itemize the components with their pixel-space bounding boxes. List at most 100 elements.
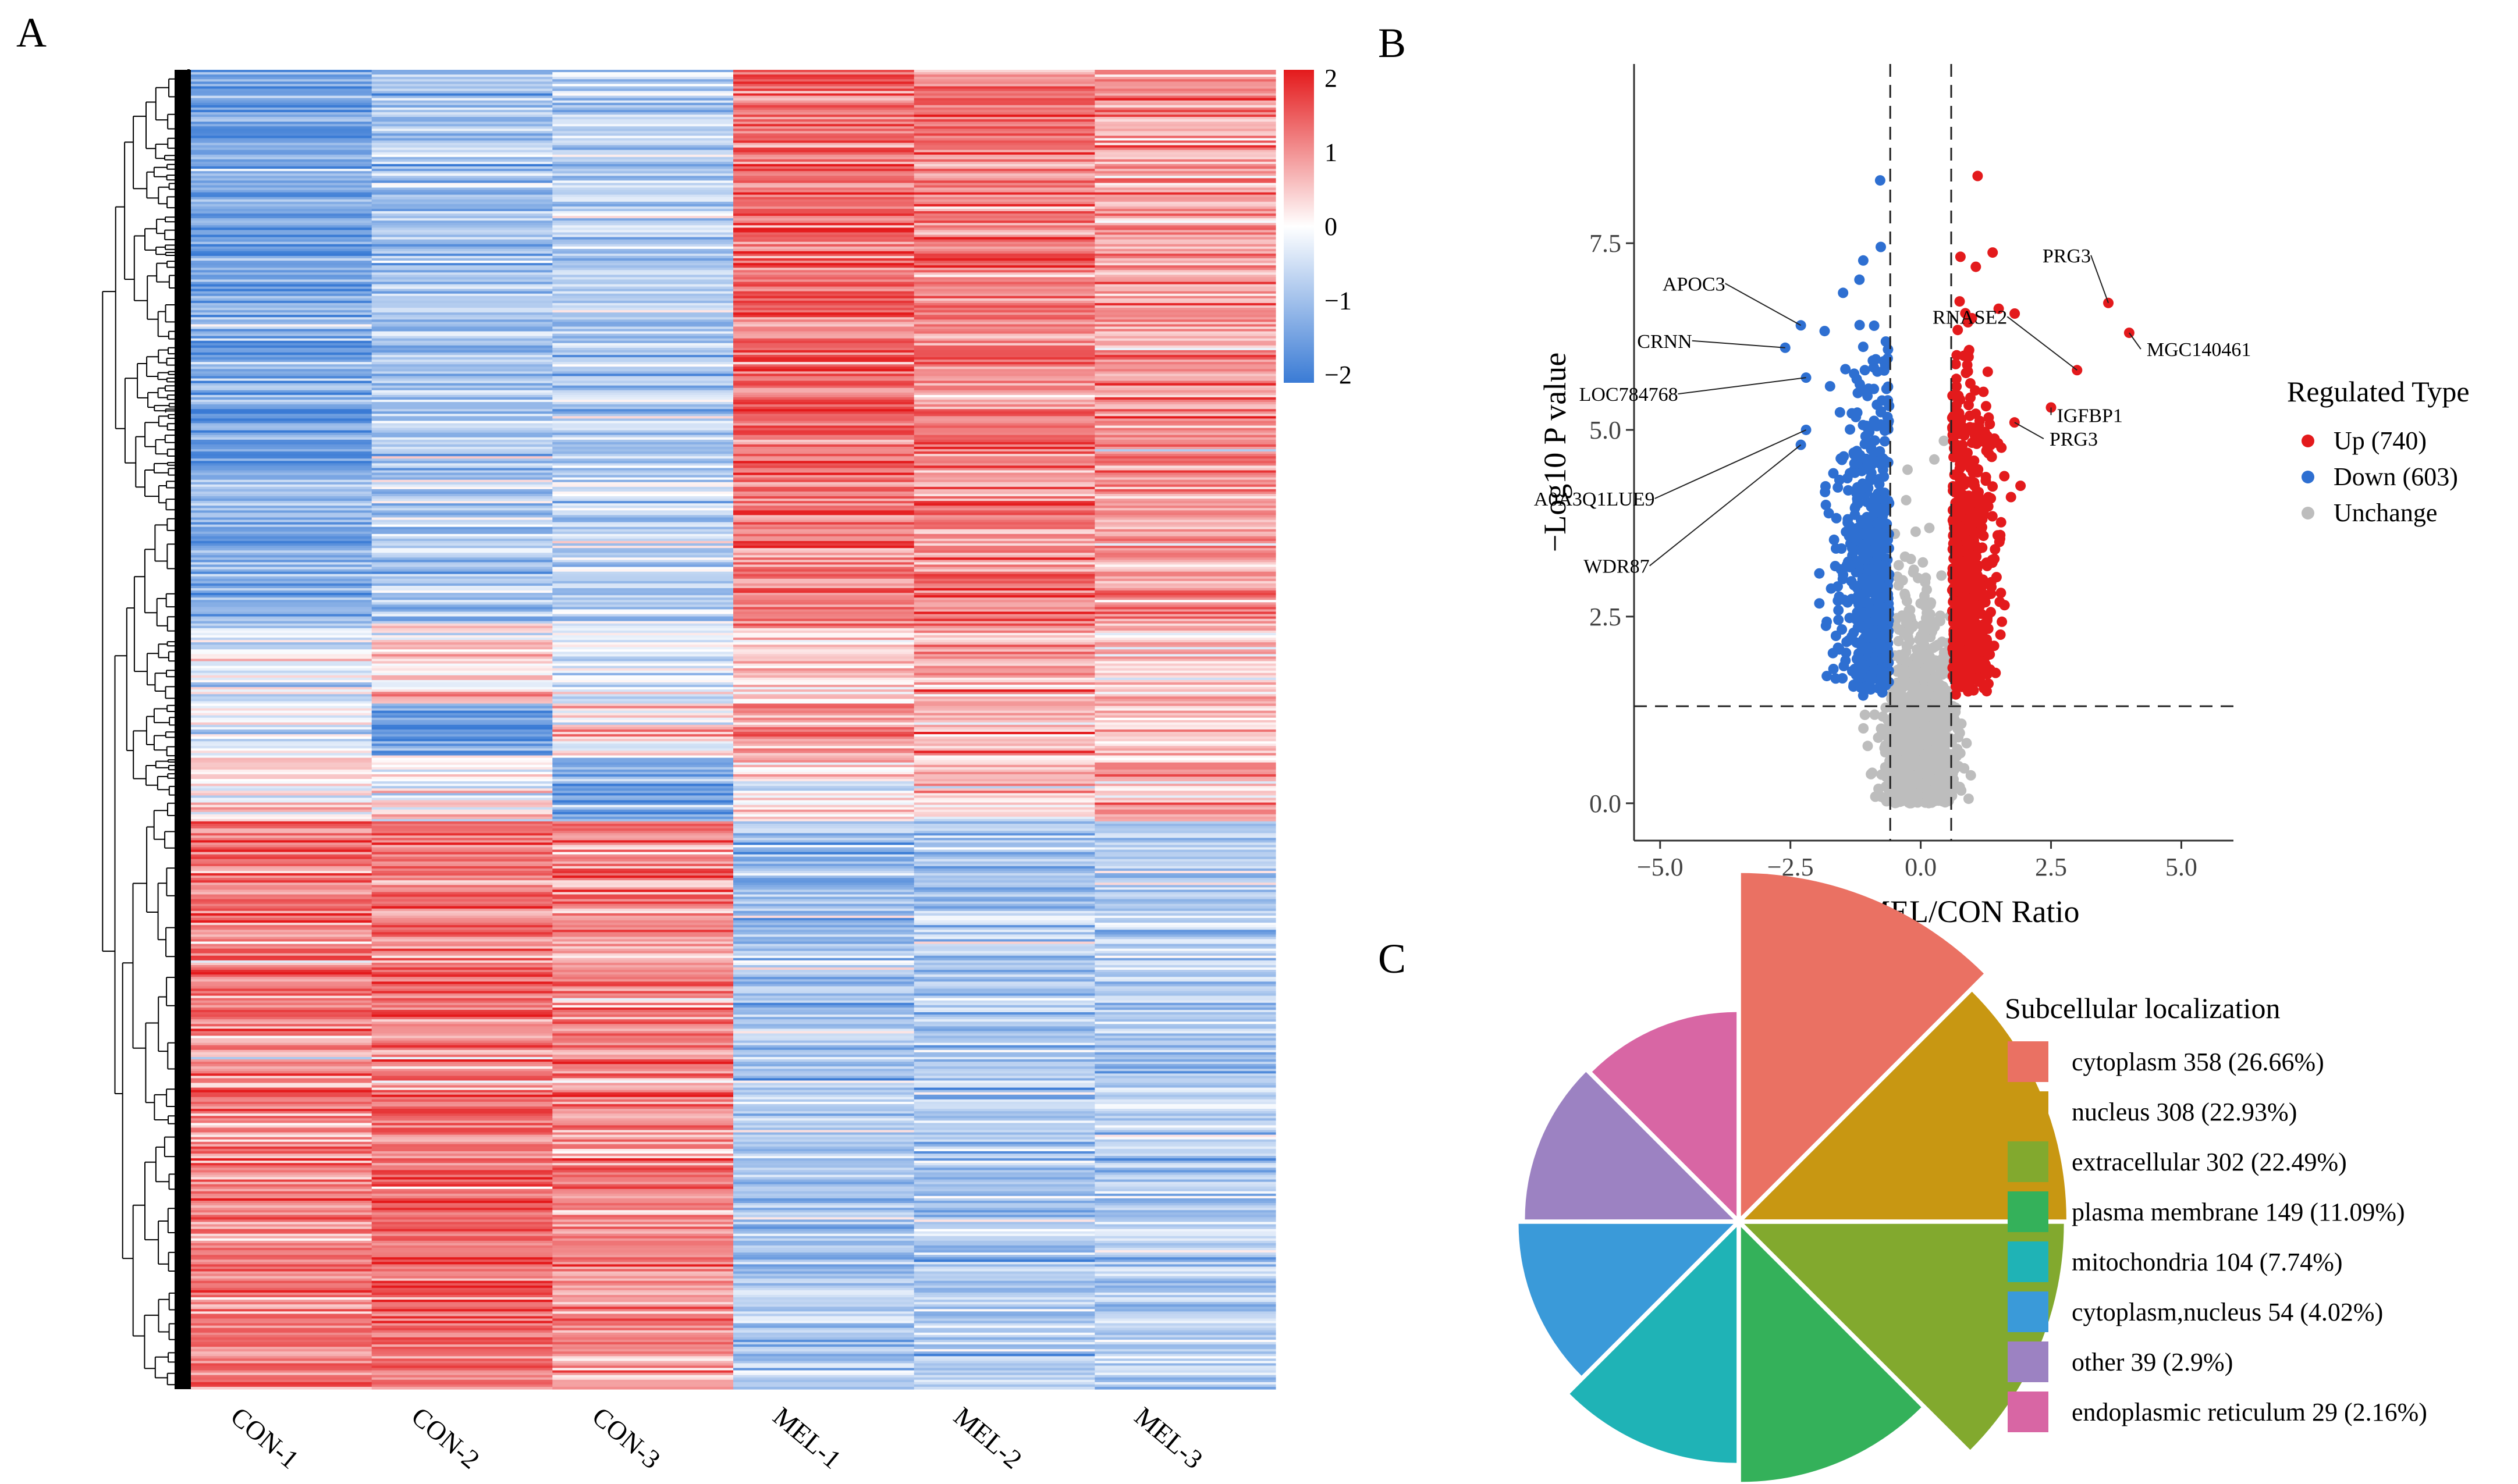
heatmap-cell: [733, 588, 915, 591]
heatmap-cell: [733, 632, 915, 636]
heatmap-cell: [733, 791, 915, 793]
heatmap-cell: [733, 131, 915, 134]
heatmap-cell: [1095, 706, 1276, 709]
heatmap-cell: [552, 1161, 734, 1163]
heatmap-cell: [552, 524, 734, 528]
heatmap-cell: [191, 623, 372, 627]
heatmap-cell: [371, 1186, 553, 1190]
heatmap-cell: [1095, 632, 1276, 636]
heatmap-cell: [1095, 88, 1276, 92]
heatmap-cell: [191, 842, 372, 846]
heatmap-cell: [1095, 1052, 1276, 1055]
heatmap-cell: [552, 265, 734, 268]
heatmap-cell: [371, 152, 553, 155]
heatmap-cell: [552, 859, 734, 862]
heatmap-cell: [552, 611, 734, 615]
heatmap-cell: [1095, 1219, 1276, 1223]
heatmap-cell: [552, 187, 734, 191]
heatmap-cell: [371, 611, 553, 615]
heatmap-cell: [914, 1064, 1095, 1067]
heatmap-cell: [1095, 581, 1276, 584]
heatmap-cell: [914, 1151, 1095, 1154]
heatmap-cell: [1095, 392, 1276, 396]
heatmap-cell: [191, 609, 372, 613]
heatmap-cell: [1095, 1325, 1276, 1329]
heatmap-cell: [371, 1382, 553, 1385]
heatmap-cell: [371, 764, 553, 768]
heatmap-cell: [914, 979, 1095, 982]
heatmap-cell: [371, 713, 553, 716]
point-unchanged: [1899, 681, 1910, 692]
heatmap-cell: [1095, 793, 1276, 796]
heatmap-cell: [191, 706, 372, 709]
heatmap-cell: [371, 1215, 553, 1218]
heatmap-cell: [552, 263, 734, 266]
heatmap-cell: [1095, 1156, 1276, 1159]
heatmap-cell: [191, 722, 372, 725]
heatmap-cell: [1095, 1130, 1276, 1133]
heatmap-cell: [371, 743, 553, 746]
heatmap-cell: [1095, 213, 1276, 216]
point-unchanged: [1922, 584, 1932, 595]
heatmap-cell: [371, 642, 553, 645]
heatmap-cell: [1095, 418, 1276, 422]
heatmap-cell: [1095, 548, 1276, 551]
heatmap-cell: [191, 925, 372, 928]
heatmap-cell: [191, 468, 372, 471]
heatmap-cell: [914, 394, 1095, 398]
heatmap-cell: [371, 531, 553, 535]
heatmap-cell: [552, 1386, 734, 1390]
heatmap-cell: [191, 1208, 372, 1211]
heatmap-cell: [1095, 277, 1276, 280]
heatmap-cell: [733, 468, 915, 471]
heatmap-cell: [1095, 694, 1276, 697]
heatmap-cell: [914, 821, 1095, 824]
heatmap-cell: [733, 1161, 915, 1163]
heatmap-cell: [552, 788, 734, 791]
point-unchanged: [1886, 689, 1897, 700]
heatmap-cell: [1095, 703, 1276, 707]
heatmap-cell: [371, 847, 553, 850]
heatmap-cell: [552, 635, 734, 638]
heatmap-cell: [191, 920, 372, 923]
heatmap-cell: [191, 133, 372, 136]
point-unchanged: [1903, 605, 1915, 616]
heatmap-cell: [733, 305, 915, 308]
heatmap-cell: [371, 1071, 553, 1074]
heatmap-cell: [191, 824, 372, 827]
heatmap-cell: [191, 1195, 372, 1199]
heatmap-cell: [371, 442, 553, 445]
heatmap-cell: [914, 689, 1095, 692]
heatmap-cell: [371, 432, 553, 436]
heatmap-cell: [552, 1148, 734, 1152]
heatmap-cell: [371, 958, 553, 961]
heatmap-cell: [371, 623, 553, 627]
heatmap-cell: [1095, 1127, 1276, 1131]
heatmap-cell: [914, 1009, 1095, 1013]
heatmap-cell: [914, 1113, 1095, 1116]
heatmap-cell: [371, 423, 553, 426]
heatmap-cell: [733, 1087, 915, 1091]
heatmap-cell: [733, 1238, 915, 1241]
heatmap-cell: [552, 1379, 734, 1383]
heatmap-cell: [552, 694, 734, 697]
heatmap-cell: [733, 889, 915, 893]
heatmap-cell: [552, 364, 734, 367]
heatmap-cell: [552, 124, 734, 127]
heatmap-cell: [914, 1257, 1095, 1260]
heatmap-cell: [191, 392, 372, 396]
heatmap-cell: [1095, 232, 1276, 236]
heatmap-cell: [733, 159, 915, 162]
heatmap-cell: [371, 824, 553, 827]
heatmap-cell: [1095, 376, 1276, 379]
heatmap-cell: [914, 91, 1095, 94]
point-unchanged: [1893, 560, 1904, 571]
heatmap-cell: [371, 574, 553, 577]
heatmap-cell: [1095, 501, 1276, 504]
heatmap-cell: [191, 1005, 372, 1008]
heatmap-cell: [552, 513, 734, 516]
heatmap-cell: [914, 340, 1095, 344]
heatmap-cell: [191, 720, 372, 723]
heatmap-cell: [191, 1002, 372, 1006]
heatmap-cell: [1095, 423, 1276, 426]
